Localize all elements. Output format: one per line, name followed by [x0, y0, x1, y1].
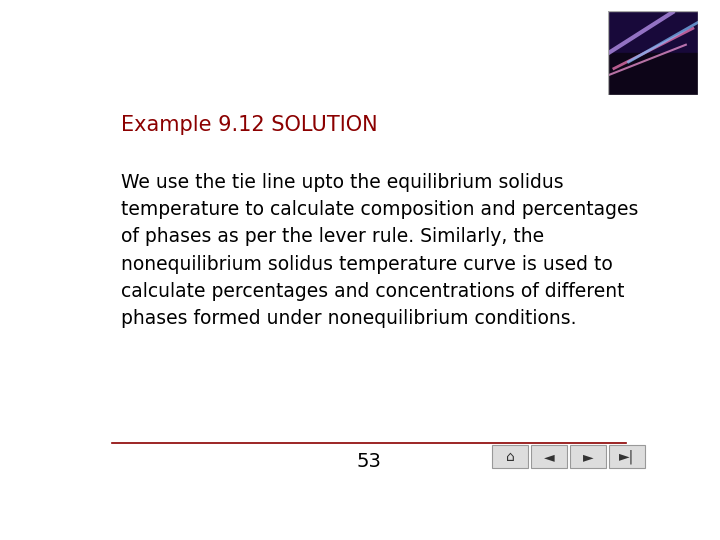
- Text: ◄: ◄: [544, 450, 554, 464]
- Bar: [608, 11, 698, 52]
- Text: ►: ►: [582, 450, 593, 464]
- FancyBboxPatch shape: [609, 446, 645, 468]
- FancyBboxPatch shape: [570, 446, 606, 468]
- FancyBboxPatch shape: [492, 446, 528, 468]
- Text: ►|: ►|: [619, 449, 635, 464]
- Text: We use the tie line upto the equilibrium solidus
temperature to calculate compos: We use the tie line upto the equilibrium…: [121, 173, 638, 328]
- Bar: [608, 52, 698, 94]
- Text: 53: 53: [356, 453, 382, 471]
- Text: Example 9.12 SOLUTION: Example 9.12 SOLUTION: [121, 114, 377, 134]
- FancyBboxPatch shape: [531, 446, 567, 468]
- Text: ⌂: ⌂: [505, 450, 514, 464]
